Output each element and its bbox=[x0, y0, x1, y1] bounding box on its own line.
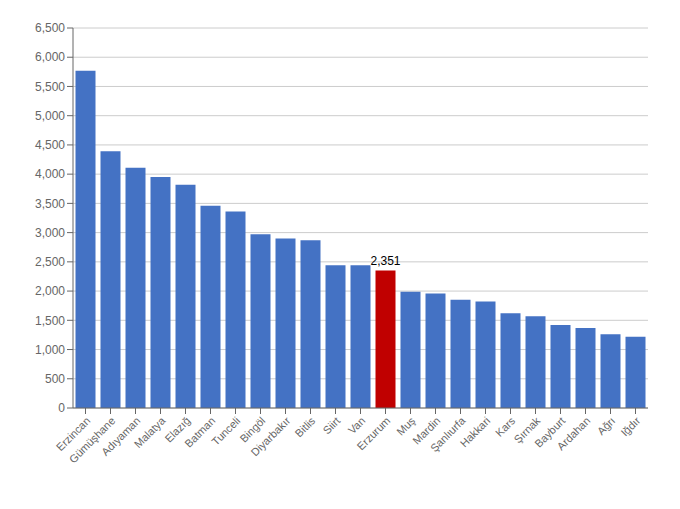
svg-text:Şanlıurfa: Şanlıurfa bbox=[428, 414, 468, 454]
svg-text:Siirt: Siirt bbox=[321, 414, 343, 436]
svg-text:Erzincan: Erzincan bbox=[53, 414, 93, 454]
svg-text:Tunceli: Tunceli bbox=[209, 414, 242, 447]
svg-text:1,000: 1,000 bbox=[35, 343, 65, 357]
svg-text:3,000: 3,000 bbox=[35, 226, 65, 240]
svg-text:Diyarbakır: Diyarbakır bbox=[249, 414, 293, 458]
svg-text:Batman: Batman bbox=[182, 414, 217, 449]
svg-text:2,000: 2,000 bbox=[35, 284, 65, 298]
svg-text:Hakkari: Hakkari bbox=[458, 414, 493, 449]
svg-text:6,000: 6,000 bbox=[35, 50, 65, 64]
svg-text:Ardahan: Ardahan bbox=[555, 414, 593, 452]
svg-text:Malatya: Malatya bbox=[132, 414, 168, 450]
svg-text:5,500: 5,500 bbox=[35, 80, 65, 94]
svg-text:2,500: 2,500 bbox=[35, 255, 65, 269]
svg-text:Bayburt: Bayburt bbox=[532, 414, 568, 450]
svg-text:Kars: Kars bbox=[493, 414, 518, 439]
svg-text:Gümüşhane: Gümüşhane bbox=[66, 414, 118, 466]
svg-text:Iğdır: Iğdır bbox=[618, 414, 642, 438]
svg-text:2,351: 2,351 bbox=[370, 254, 400, 268]
svg-text:Muş: Muş bbox=[394, 414, 418, 438]
svg-text:Bingöl: Bingöl bbox=[237, 414, 268, 445]
svg-text:Şırnak: Şırnak bbox=[511, 414, 543, 446]
svg-text:Van: Van bbox=[345, 414, 368, 437]
svg-text:Elazığ: Elazığ bbox=[162, 414, 193, 445]
svg-text:Bitlis: Bitlis bbox=[293, 414, 318, 439]
svg-text:Erzurum: Erzurum bbox=[355, 414, 393, 452]
svg-text:500: 500 bbox=[45, 372, 65, 386]
svg-text:6,500: 6,500 bbox=[35, 21, 65, 35]
svg-text:4,000: 4,000 bbox=[35, 167, 65, 181]
svg-text:1,500: 1,500 bbox=[35, 314, 65, 328]
svg-text:Ağrı: Ağrı bbox=[595, 414, 618, 437]
svg-text:5,000: 5,000 bbox=[35, 109, 65, 123]
svg-text:4,500: 4,500 bbox=[35, 138, 65, 152]
svg-text:Adıyaman: Adıyaman bbox=[98, 414, 143, 458]
svg-text:0: 0 bbox=[58, 401, 65, 415]
svg-text:Mardin: Mardin bbox=[410, 414, 443, 447]
svg-text:3,500: 3,500 bbox=[35, 197, 65, 211]
